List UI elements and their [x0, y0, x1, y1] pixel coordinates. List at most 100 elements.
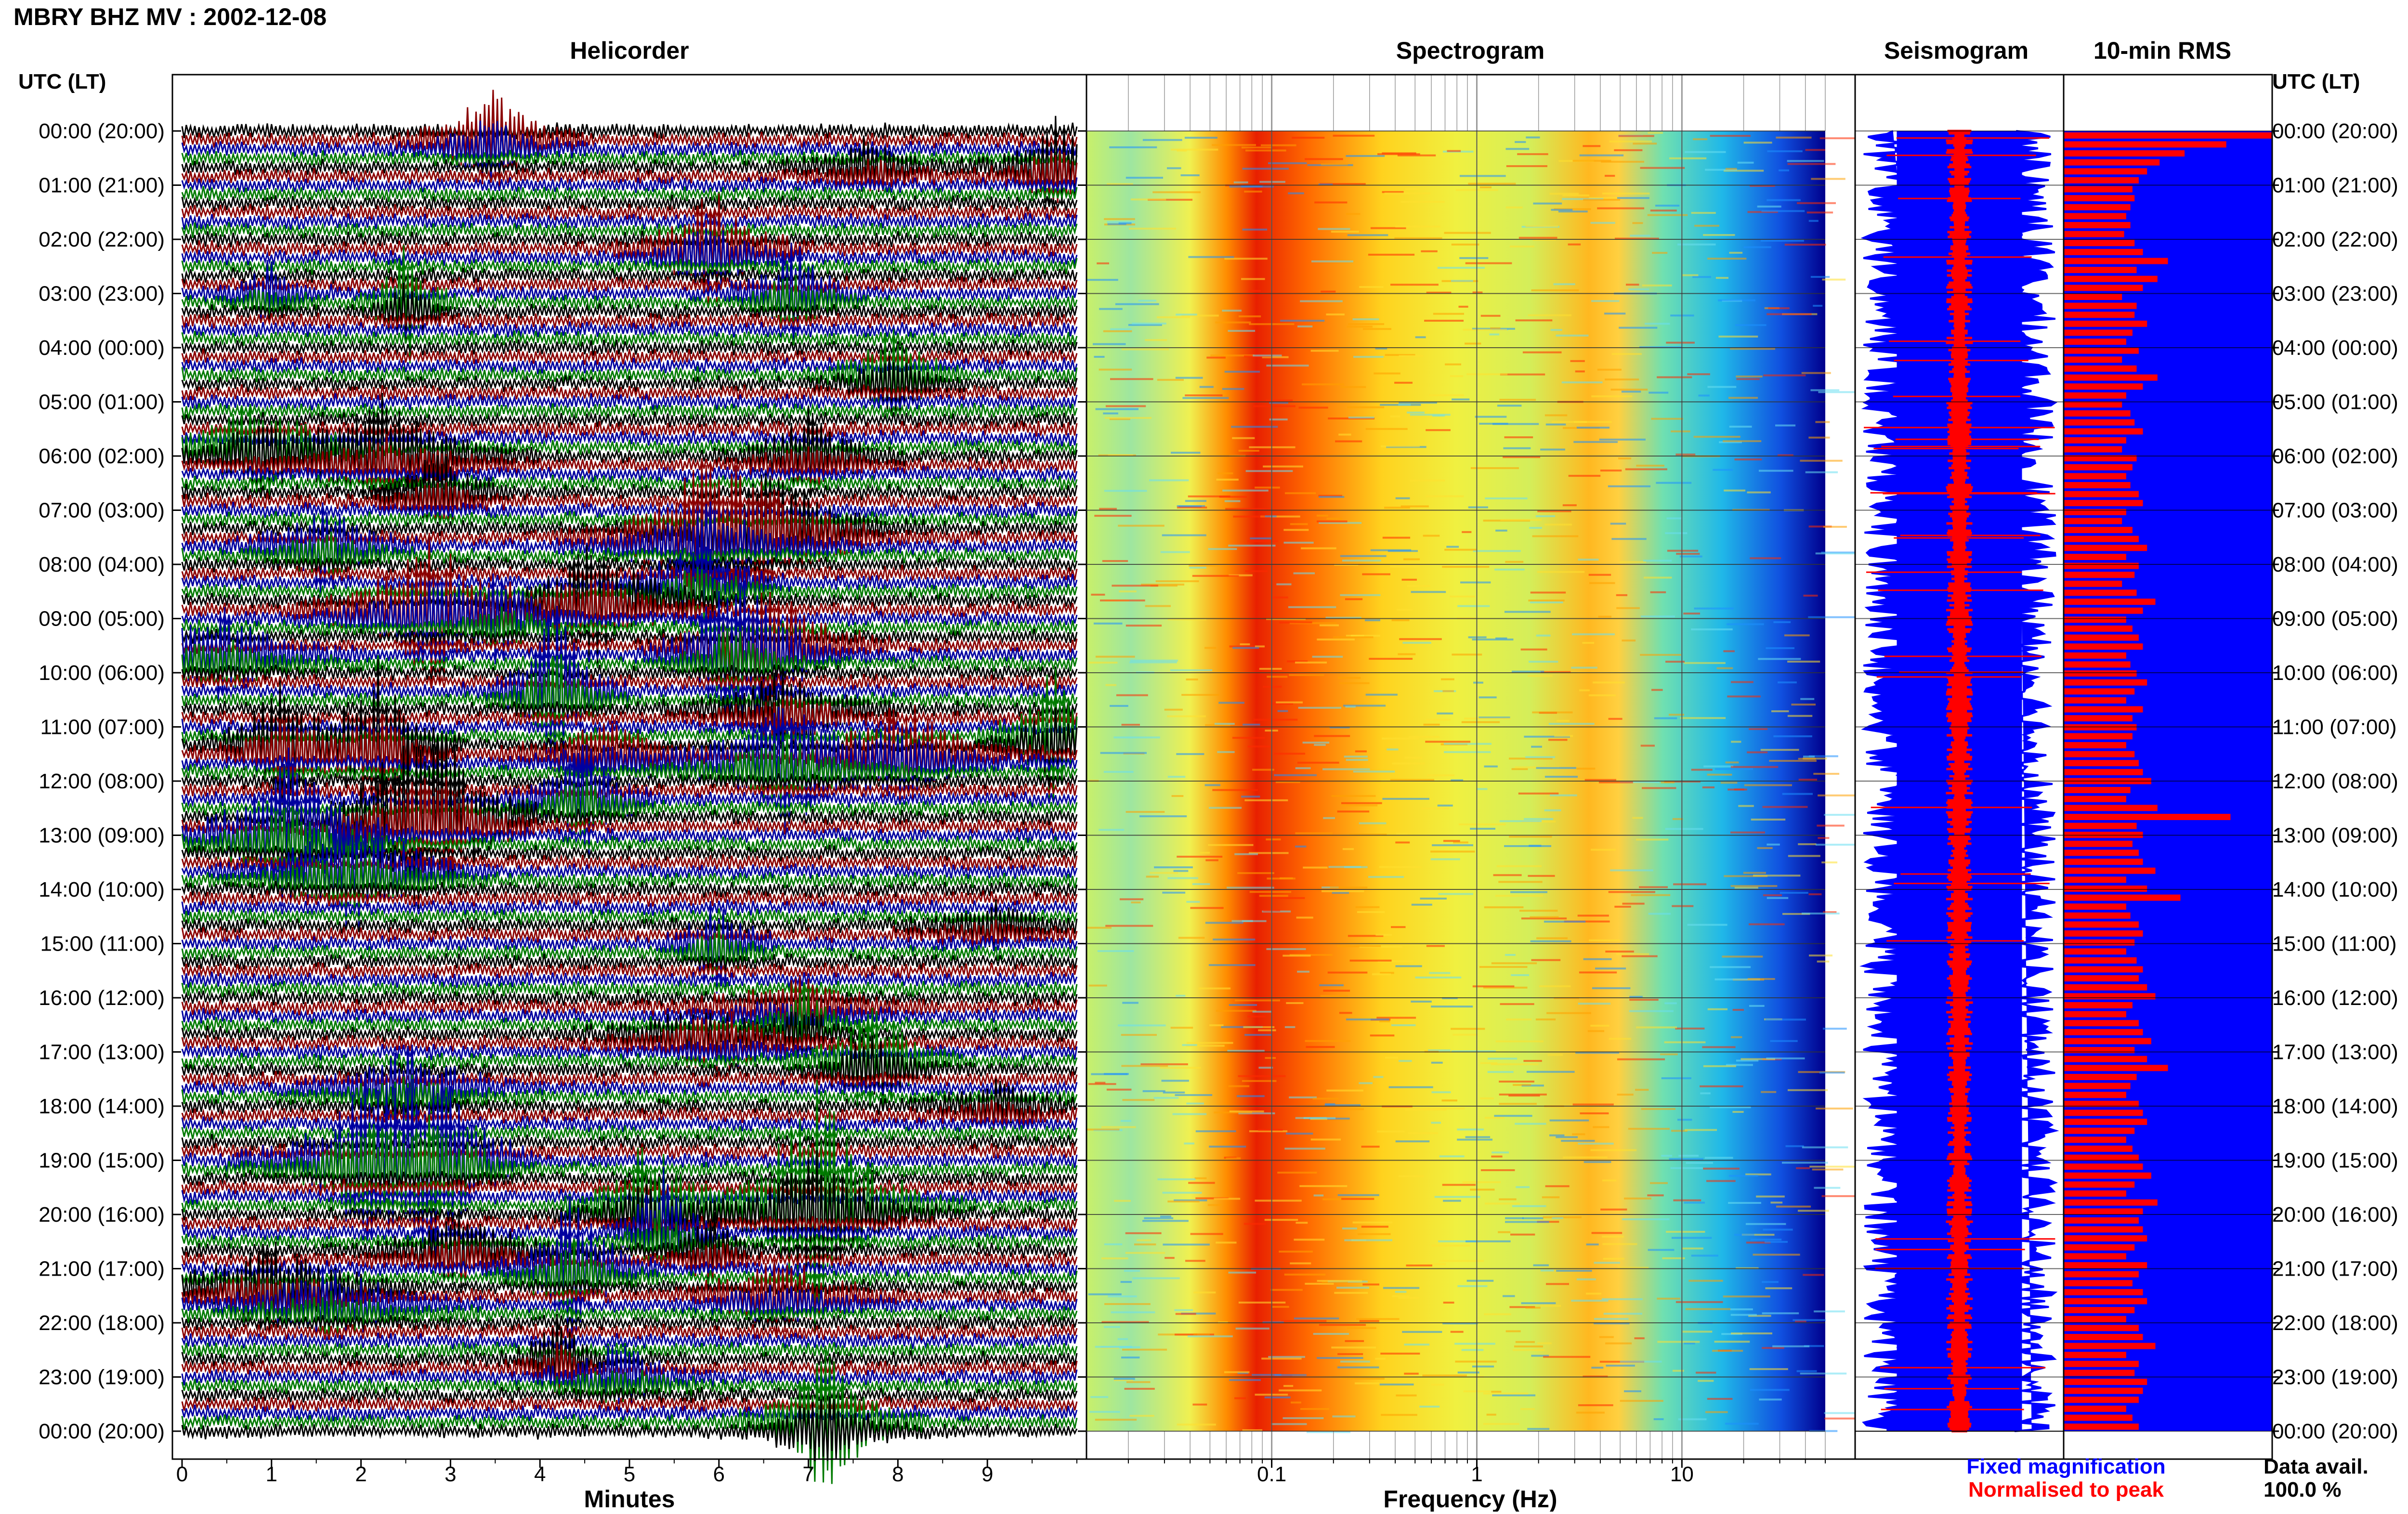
rms-bar	[2064, 1423, 2139, 1430]
helicorder-trace	[181, 1070, 1078, 1088]
helicorder-trace	[181, 120, 1078, 183]
helicorder-trace	[181, 899, 1078, 951]
rms-bar	[2064, 562, 2139, 569]
time-label-right: 08:00 (04:00)	[2272, 553, 2398, 576]
helicorder-trace	[181, 213, 1078, 230]
time-label-right: 11:00 (07:00)	[2272, 716, 2396, 739]
rms-bar	[2064, 670, 2137, 677]
rms-bar	[2064, 580, 2122, 587]
helicorder-trace	[181, 434, 1078, 493]
helicorder-trace	[181, 1291, 1078, 1338]
helicorder-trace	[181, 1178, 1078, 1196]
rms-bar	[2064, 849, 2139, 856]
rms-bar	[2064, 437, 2126, 444]
time-label-left: 15:00 (11:00)	[40, 932, 165, 956]
rms-bar	[2064, 572, 2135, 578]
rms-bar	[2064, 1199, 2158, 1206]
helicorder-trace	[181, 339, 1078, 357]
rms-bar	[2064, 374, 2158, 381]
rms-bar	[2064, 733, 2133, 740]
rms-bar	[2064, 840, 2133, 847]
helicorder-trace	[181, 567, 1078, 620]
rms-bar	[2064, 186, 2133, 193]
rms-bar	[2064, 599, 2156, 605]
helicorder-trace	[181, 1350, 1078, 1484]
rms-bar	[2064, 1244, 2135, 1251]
data-avail-label: Data avail.	[2264, 1455, 2369, 1478]
time-label-right: 17:00 (13:00)	[2272, 1041, 2398, 1064]
rms-bar	[2064, 1074, 2137, 1080]
rms-bar	[2064, 473, 2126, 480]
rms-bar	[2064, 661, 2131, 668]
time-label-left: 03:00 (23:00)	[39, 282, 165, 306]
time-label-right: 23:00 (19:00)	[2272, 1366, 2398, 1389]
frequency-tick-label: 0.1	[1257, 1462, 1286, 1486]
helicorder-trace	[181, 531, 1078, 579]
helicorder-trace	[181, 384, 1078, 401]
minutes-tick-label: 2	[355, 1462, 366, 1486]
time-label-right: 04:00 (00:00)	[2272, 336, 2398, 360]
rms-bar	[2064, 679, 2147, 686]
helicorder-trace	[181, 729, 1078, 910]
helicorder-trace	[181, 282, 1078, 342]
helicorder-trace	[181, 772, 1078, 790]
rms-bar	[2064, 267, 2137, 274]
helicorder-trace	[181, 1074, 1078, 1121]
helicorder-trace	[181, 673, 1078, 690]
time-label-left: 08:00 (04:00)	[39, 553, 165, 576]
helicorder-trace	[181, 1314, 1078, 1331]
helicorder-trace	[181, 592, 1078, 717]
rms-bar	[2064, 1262, 2147, 1268]
rms-bar	[2064, 715, 2133, 722]
helicorder-trace	[181, 971, 1078, 988]
minutes-tick-label: 7	[802, 1462, 814, 1486]
time-label-right: 18:00 (14:00)	[2272, 1095, 2398, 1118]
helicorder-trace	[181, 1241, 1078, 1332]
time-label-left: 01:00 (21:00)	[39, 174, 165, 197]
helicorder-trace	[181, 122, 1078, 140]
rms-bar	[2064, 876, 2126, 883]
rms-bar	[2064, 1029, 2143, 1035]
helicorder-trace	[181, 267, 1078, 285]
helicorder-trace	[181, 1114, 1078, 1218]
rms-bar	[2064, 150, 2185, 157]
helicorder-trace	[181, 806, 1078, 882]
time-label-left: 02:00 (22:00)	[39, 228, 165, 251]
frequency-tick-label: 1	[1471, 1462, 1482, 1486]
rms-bar	[2064, 822, 2137, 829]
rms-bar	[2064, 419, 2135, 426]
time-label-left: 12:00 (08:00)	[39, 770, 165, 793]
rms-bar	[2064, 365, 2137, 372]
rms-bar	[2064, 213, 2126, 220]
time-label-left: 23:00 (19:00)	[39, 1366, 165, 1389]
rms-bar	[2064, 948, 2126, 955]
rms-bar	[2064, 787, 2131, 794]
time-label-left: 19:00 (15:00)	[39, 1149, 165, 1173]
helicorder-trace	[181, 1125, 1078, 1142]
helicorder-trace	[181, 953, 1078, 971]
rms-bar	[2064, 222, 2131, 228]
helicorder-trace	[181, 899, 1078, 916]
minutes-tick-label: 9	[982, 1462, 993, 1486]
time-label-right: 00:00 (20:00)	[2272, 1420, 2398, 1443]
rms-bar	[2064, 1181, 2135, 1188]
helicorder-trace	[181, 150, 1078, 203]
rms-bar	[2064, 1011, 2126, 1018]
rms-bar	[2064, 545, 2147, 551]
rms-bar	[2064, 410, 2131, 417]
time-label-right: 07:00 (03:00)	[2272, 499, 2398, 522]
helicorder-trace	[181, 243, 1078, 344]
rms-bar	[2064, 1100, 2139, 1107]
helicorder-trace	[181, 1268, 1078, 1337]
figure-title: MBRY BHZ MV : 2002-12-08	[13, 3, 327, 30]
time-label-right: 05:00 (01:00)	[2272, 391, 2398, 414]
rms-bar	[2064, 231, 2124, 237]
minutes-tick-label: 3	[445, 1462, 456, 1486]
time-label-right: 10:00 (06:00)	[2272, 661, 2398, 685]
time-label-left: 16:00 (12:00)	[39, 986, 165, 1010]
helicorder-trace	[181, 194, 1078, 212]
rms-bar	[2064, 1226, 2143, 1233]
rms-bar	[2064, 921, 2139, 928]
helicorder-trace	[181, 821, 1078, 928]
